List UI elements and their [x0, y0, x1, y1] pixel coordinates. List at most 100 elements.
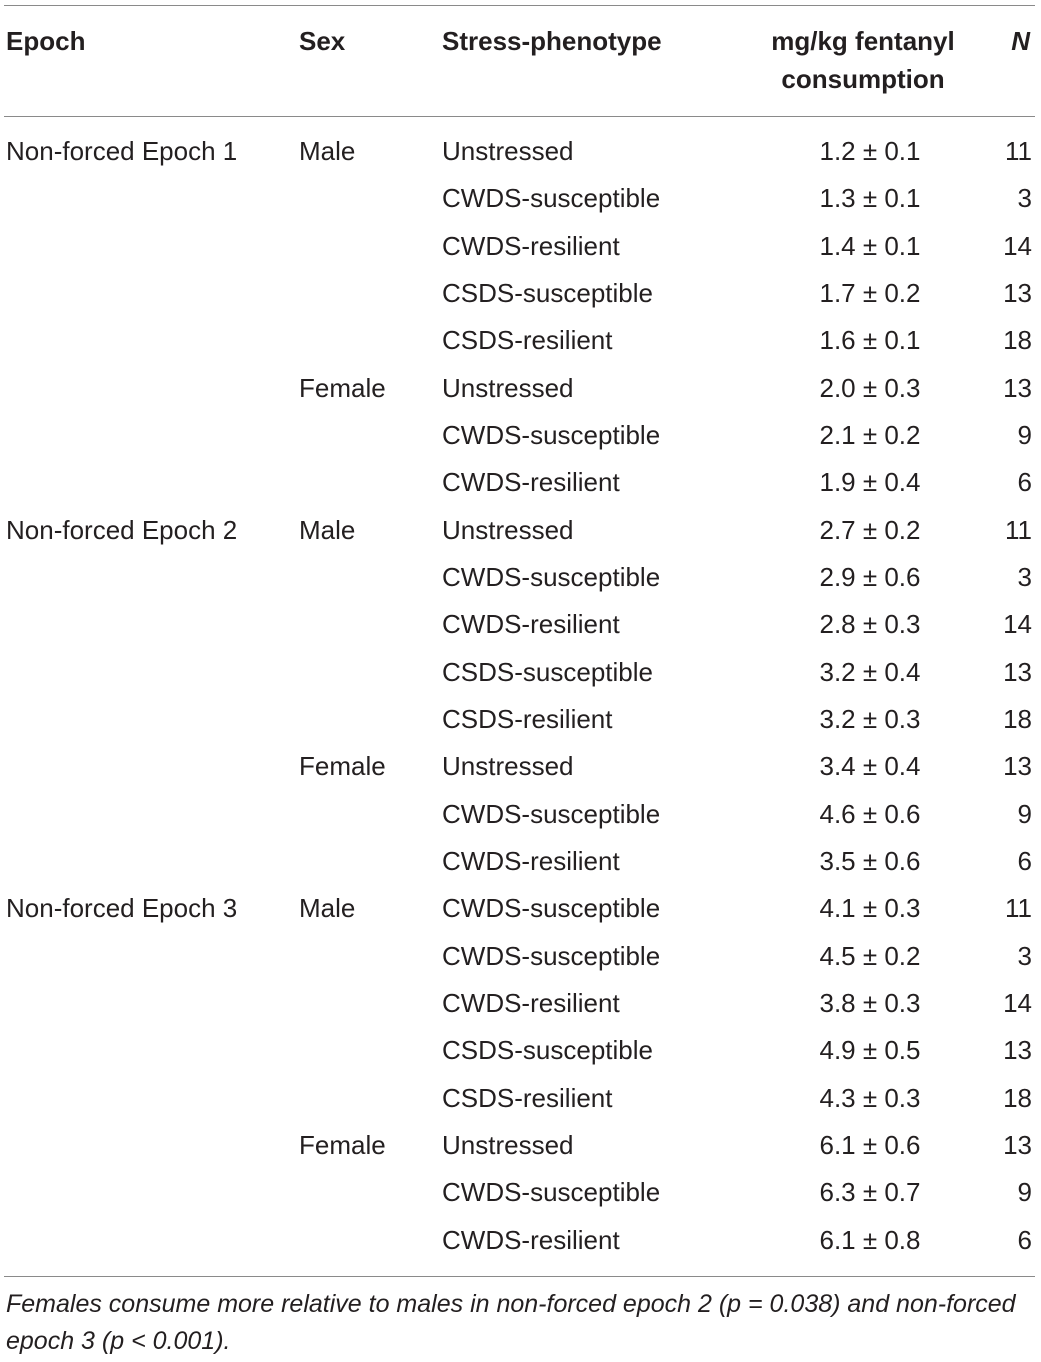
cell-n: 9	[1017, 1177, 1032, 1208]
cell-stress-phenotype: CWDS-resilient	[442, 467, 620, 498]
table-row: CSDS-susceptible 4.9 ± 0.5 13	[0, 1027, 1041, 1074]
table-row: CWDS-resilient 3.5 ± 0.6 6	[0, 838, 1041, 885]
cell-n: 9	[1017, 798, 1032, 829]
cell-sex: Male	[299, 893, 356, 924]
cell-sex: Female	[299, 372, 386, 403]
cell-fentanyl-value: 4.5 ± 0.2	[819, 940, 921, 971]
cell-stress-phenotype: CSDS-resilient	[442, 325, 613, 356]
header-fentanyl-consumption: mg/kg fentanyl consumption	[740, 22, 986, 98]
cell-n: 6	[1017, 1224, 1032, 1255]
cell-n: 13	[1003, 1035, 1032, 1066]
cell-n: 13	[1003, 656, 1032, 687]
table-footnote: Females consume more relative to males i…	[6, 1290, 1016, 1355]
cell-fentanyl-value: 1.9 ± 0.4	[819, 467, 921, 498]
cell-stress-phenotype: CWDS-resilient	[442, 845, 620, 876]
cell-fentanyl-value: 2.0 ± 0.3	[819, 372, 921, 403]
table-row: CWDS-susceptible 2.9 ± 0.6 3	[0, 554, 1041, 601]
cell-stress-phenotype: CWDS-resilient	[442, 230, 620, 261]
cell-n: 3	[1017, 561, 1032, 592]
cell-fentanyl-value: 4.3 ± 0.3	[819, 1082, 921, 1113]
cell-n: 13	[1003, 372, 1032, 403]
cell-n: 18	[1003, 1082, 1032, 1113]
table-row: CWDS-susceptible 4.6 ± 0.6 9	[0, 791, 1041, 838]
cell-n: 6	[1017, 467, 1032, 498]
table-row: CSDS-susceptible 1.7 ± 0.2 13	[0, 270, 1041, 317]
cell-n: 9	[1017, 419, 1032, 450]
table-row: CWDS-resilient 1.4 ± 0.1 14	[0, 223, 1041, 270]
header-fentanyl-line2: consumption	[781, 64, 945, 94]
cell-n: 13	[1003, 277, 1032, 308]
cell-fentanyl-value: 2.7 ± 0.2	[819, 514, 921, 545]
cell-stress-phenotype: CWDS-susceptible	[442, 940, 661, 971]
cell-stress-phenotype: Unstressed	[442, 751, 574, 782]
cell-epoch: Non-forced Epoch 3	[6, 893, 238, 924]
header-sex: Sex	[299, 26, 346, 56]
cell-n: 3	[1017, 183, 1032, 214]
cell-n: 11	[1005, 893, 1032, 924]
table-row: CSDS-resilient 4.3 ± 0.3 18	[0, 1075, 1041, 1122]
cell-fentanyl-value: 6.1 ± 0.6	[819, 1129, 921, 1160]
cell-stress-phenotype: Unstressed	[442, 372, 574, 403]
table-row: Non-forced Epoch 3 Male CWDS-susceptible 4.…	[0, 885, 1041, 932]
cell-stress-phenotype: Unstressed	[442, 136, 574, 166]
table-top-rule	[4, 5, 1035, 6]
cell-n: 14	[1003, 609, 1032, 640]
cell-stress-phenotype: CWDS-resilient	[442, 609, 620, 640]
cell-stress-phenotype: CSDS-susceptible	[442, 1035, 653, 1066]
cell-fentanyl-value: 3.5 ± 0.6	[819, 845, 921, 876]
table-header-rule	[4, 116, 1035, 117]
cell-n: 11	[1005, 514, 1032, 545]
cell-fentanyl-value: 4.6 ± 0.6	[819, 798, 921, 829]
table-row: Female Unstressed 6.1 ± 0.6 13	[0, 1122, 1041, 1169]
table-row: Non-forced Epoch 2 Male Unstressed 2.7 ± 0.…	[0, 507, 1041, 554]
cell-stress-phenotype: CWDS-susceptible	[442, 893, 661, 924]
cell-fentanyl-value: 6.1 ± 0.8	[819, 1224, 921, 1255]
cell-fentanyl-value: 3.8 ± 0.3	[819, 987, 921, 1018]
cell-stress-phenotype: CSDS-susceptible	[442, 277, 653, 308]
cell-sex: Male	[299, 136, 356, 166]
cell-fentanyl-value: 2.8 ± 0.3	[819, 609, 921, 640]
header-epoch: Epoch	[6, 26, 86, 56]
cell-stress-phenotype: CWDS-susceptible	[442, 419, 661, 450]
cell-fentanyl-value: 1.4 ± 0.1	[819, 230, 921, 261]
cell-n: 18	[1003, 703, 1032, 734]
cell-fentanyl-value: 2.1 ± 0.2	[819, 419, 921, 450]
cell-fentanyl-value: 1.3 ± 0.1	[819, 183, 921, 214]
cell-stress-phenotype: CWDS-resilient	[442, 1224, 620, 1255]
cell-sex: Male	[299, 514, 356, 545]
cell-n: 6	[1017, 845, 1032, 876]
cell-n: 13	[1003, 751, 1032, 782]
table-row: CWDS-resilient 3.8 ± 0.3 14	[0, 980, 1041, 1027]
header-n: N	[1011, 26, 1030, 56]
table-row: CWDS-susceptible 4.5 ± 0.2 3	[0, 933, 1041, 980]
table-row: CSDS-resilient 3.2 ± 0.3 18	[0, 696, 1041, 743]
cell-stress-phenotype: CWDS-susceptible	[442, 798, 661, 829]
table-row: CWDS-resilient 2.8 ± 0.3 14	[0, 601, 1041, 648]
cell-stress-phenotype: CSDS-resilient	[442, 1082, 613, 1113]
cell-stress-phenotype: CWDS-susceptible	[442, 561, 661, 592]
cell-fentanyl-value: 1.6 ± 0.1	[819, 325, 921, 356]
cell-stress-phenotype: CSDS-resilient	[442, 703, 613, 734]
cell-fentanyl-value: 3.2 ± 0.3	[819, 703, 921, 734]
table-row: CSDS-resilient 1.6 ± 0.1 18	[0, 317, 1041, 364]
cell-fentanyl-value: 1.2 ± 0.1	[819, 136, 921, 166]
cell-n: 13	[1003, 1129, 1032, 1160]
cell-fentanyl-value: 2.9 ± 0.6	[819, 561, 921, 592]
cell-epoch: Non-forced Epoch 1	[6, 136, 238, 166]
cell-stress-phenotype: Unstressed	[442, 1129, 574, 1160]
cell-n: 3	[1017, 940, 1032, 971]
table-row: CSDS-susceptible 3.2 ± 0.4 13	[0, 649, 1041, 696]
cell-n: 11	[1005, 136, 1032, 166]
table-row: CWDS-resilient 1.9 ± 0.4 6	[0, 459, 1041, 506]
table-body: Non-forced Epoch 1 Male Unstressed 1.2 ± 0.…	[0, 128, 1041, 1264]
table-row: Non-forced Epoch 1 Male Unstressed 1.2 ± 0.…	[0, 128, 1041, 175]
cell-stress-phenotype: CWDS-susceptible	[442, 183, 661, 214]
cell-n: 18	[1003, 325, 1032, 356]
table-row: CWDS-susceptible 2.1 ± 0.2 9	[0, 412, 1041, 459]
table-row: CWDS-resilient 6.1 ± 0.8 6	[0, 1217, 1041, 1264]
table-row: CWDS-susceptible 6.3 ± 0.7 9	[0, 1169, 1041, 1216]
table-bottom-rule	[4, 1276, 1035, 1277]
table-row: CWDS-susceptible 1.3 ± 0.1 3	[0, 175, 1041, 222]
cell-fentanyl-value: 4.1 ± 0.3	[819, 893, 921, 924]
cell-fentanyl-value: 3.2 ± 0.4	[819, 656, 921, 687]
